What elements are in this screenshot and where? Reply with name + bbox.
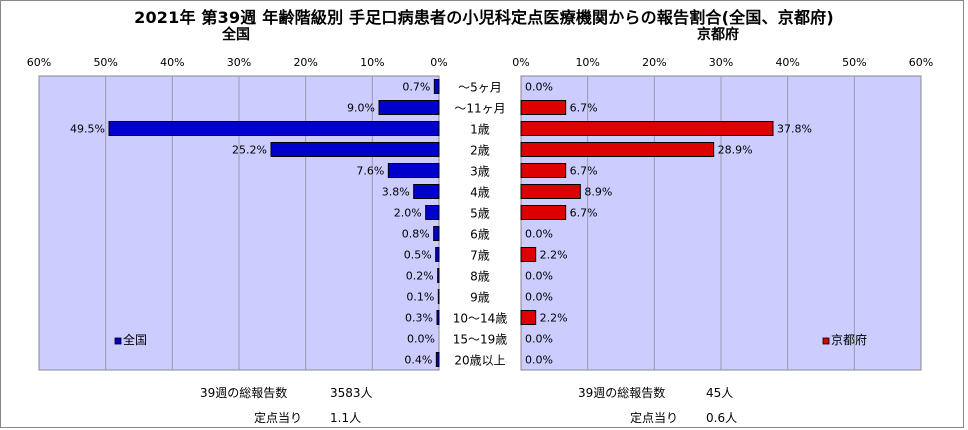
category-label: 2歳: [470, 144, 490, 158]
kyoto-bar: [520, 100, 567, 115]
chart-title: 2021年 第39週 年齢階級別 手足口病患者の小児科定点医療機関からの報告割合…: [134, 8, 834, 27]
national-tick-label: 20%: [293, 56, 317, 69]
national-bar: [413, 184, 440, 199]
national-tick-label: 0%: [430, 56, 447, 69]
kyoto-data-label: 0.0%: [525, 81, 553, 94]
national-legend-swatch: [114, 337, 122, 345]
kyoto-per-site-value: 0.6人: [706, 411, 738, 425]
national-data-label: 25.2%: [232, 144, 267, 157]
national-data-label: 9.0%: [347, 102, 375, 115]
category-label: 10〜14歳: [453, 312, 508, 326]
category-label: 〜5ヶ月: [458, 81, 502, 95]
kyoto-tick-label: 30%: [709, 56, 733, 69]
national-bar: [433, 226, 440, 241]
national-data-label: 3.8%: [382, 186, 410, 199]
kyoto-data-label: 6.7%: [570, 102, 598, 115]
kyoto-data-label: 0.0%: [525, 333, 553, 346]
national-bar: [436, 310, 440, 325]
national-bar: [378, 100, 440, 115]
kyoto-panel-title: 京都府: [697, 27, 739, 43]
national-total-label: 39週の総報告数: [200, 386, 288, 400]
national-data-label: 0.8%: [402, 228, 430, 241]
kyoto-bar: [520, 184, 581, 199]
national-data-label: 49.5%: [70, 123, 105, 136]
national-tick-label: 40%: [160, 56, 184, 69]
kyoto-bar: [520, 163, 567, 178]
category-label: 〜11ヶ月: [454, 102, 505, 116]
category-label: 8歳: [470, 270, 490, 284]
kyoto-legend-label: 京都府: [831, 332, 867, 347]
national-bar: [437, 268, 440, 283]
category-label: 20歳以上: [454, 354, 505, 368]
kyoto-data-label: 37.8%: [777, 123, 812, 136]
national-data-label: 0.4%: [404, 354, 432, 367]
category-label: 3歳: [470, 165, 490, 179]
national-data-label: 0.5%: [404, 249, 432, 262]
national-tick-label: 60%: [27, 56, 51, 69]
kyoto-data-label: 8.9%: [584, 186, 612, 199]
kyoto-bar: [520, 205, 567, 220]
kyoto-tick-label: 40%: [775, 56, 799, 69]
category-label: 15〜19歳: [453, 333, 508, 347]
kyoto-tick-label: 0%: [512, 56, 529, 69]
national-bar: [435, 352, 440, 367]
national-data-label: 0.2%: [406, 270, 434, 283]
national-bar: [433, 79, 440, 94]
kyoto-bar: [520, 247, 537, 262]
kyoto-data-label: 28.9%: [718, 144, 753, 157]
national-bar: [387, 163, 440, 178]
national-panel-title: 全国: [222, 27, 250, 43]
national-bar: [425, 205, 440, 220]
kyoto-bar: [520, 121, 774, 136]
kyoto-tick-label: 60%: [909, 56, 933, 69]
kyoto-data-label: 6.7%: [570, 207, 598, 220]
national-data-label: 0.0%: [407, 333, 435, 346]
national-bar: [108, 121, 440, 136]
kyoto-legend-swatch: [822, 337, 830, 345]
kyoto-total-label: 39週の総報告数: [578, 386, 666, 400]
national-tick-label: 30%: [227, 56, 251, 69]
kyoto-per-site-label: 定点当り: [630, 411, 679, 425]
national-total-value: 3583人: [330, 386, 373, 400]
kyoto-bar: [520, 142, 715, 157]
category-label: 1歳: [470, 123, 490, 137]
kyoto-tick-label: 50%: [842, 56, 866, 69]
national-bar: [437, 289, 440, 304]
category-label: 6歳: [470, 228, 490, 242]
national-data-label: 7.6%: [356, 165, 384, 178]
kyoto-tick-label: 10%: [575, 56, 599, 69]
national-data-label: 0.3%: [405, 312, 433, 325]
kyoto-total-value: 45人: [706, 386, 734, 400]
kyoto-data-label: 0.0%: [525, 291, 553, 304]
kyoto-tick-label: 20%: [642, 56, 666, 69]
kyoto-data-label: 0.0%: [525, 354, 553, 367]
category-label: 5歳: [470, 207, 490, 221]
category-label: 7歳: [470, 249, 490, 263]
national-tick-label: 10%: [360, 56, 384, 69]
national-bar: [270, 142, 440, 157]
kyoto-data-label: 0.0%: [525, 228, 553, 241]
national-legend-label: 全国: [123, 332, 147, 347]
national-per-site-value: 1.1人: [330, 411, 362, 425]
category-label: 9歳: [470, 291, 490, 305]
kyoto-data-label: 2.2%: [540, 312, 568, 325]
national-bar: [435, 247, 440, 262]
kyoto-data-label: 2.2%: [540, 249, 568, 262]
national-data-label: 2.0%: [394, 207, 422, 220]
kyoto-bar: [520, 310, 537, 325]
kyoto-data-label: 6.7%: [570, 165, 598, 178]
national-data-label: 0.1%: [406, 291, 434, 304]
national-data-label: 0.7%: [402, 81, 430, 94]
national-tick-label: 50%: [93, 56, 117, 69]
national-per-site-label: 定点当り: [254, 411, 303, 425]
category-label: 4歳: [470, 186, 490, 200]
kyoto-data-label: 0.0%: [525, 270, 553, 283]
